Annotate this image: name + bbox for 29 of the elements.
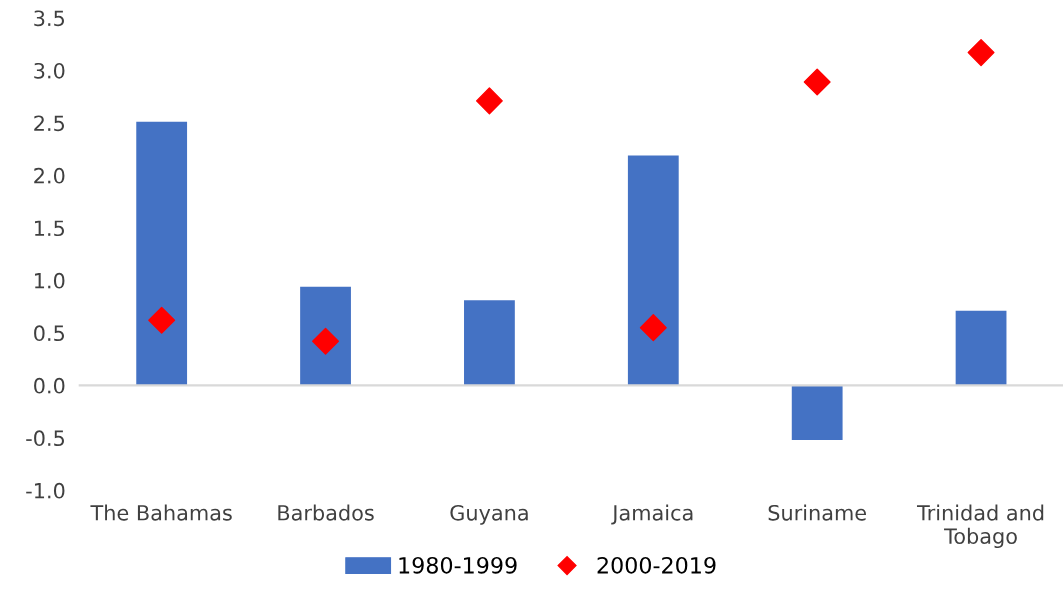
y-tick-label: 3.0 (34, 62, 65, 79)
x-tick-label: Barbados (278, 504, 374, 521)
y-tick-label: -1.0 (26, 482, 65, 499)
point (475, 87, 503, 115)
y-tick-label: 2.0 (34, 167, 65, 184)
bar (464, 300, 515, 386)
bar (791, 385, 843, 440)
legend-label: 1980-1999 (399, 556, 517, 574)
point (148, 306, 176, 334)
y-tick-label: 2.5 (34, 115, 65, 132)
bar (136, 121, 188, 386)
point (803, 68, 831, 96)
point (967, 39, 995, 67)
y-tick-label: 0.0 (34, 377, 65, 394)
x-tick-label: Suriname (768, 504, 866, 521)
x-tick-label: Trinidad and Tobago (916, 504, 1044, 549)
y-tick-label: 3.5 (34, 10, 65, 27)
x-tick-label: Jamaica (611, 504, 693, 525)
bar (955, 310, 1007, 386)
y-tick-label: 1.5 (34, 220, 65, 237)
x-tick-label: The Bahamas (90, 504, 232, 521)
y-tick-label: 0.5 (34, 325, 65, 342)
legend-label: 2000-2019 (597, 556, 716, 574)
y-tick-label: 1.0 (34, 272, 65, 289)
point (639, 314, 667, 342)
bar (300, 286, 351, 386)
y-tick-label: -0.5 (26, 430, 65, 447)
x-tick-label: Guyana (450, 504, 528, 525)
bar (627, 155, 679, 386)
